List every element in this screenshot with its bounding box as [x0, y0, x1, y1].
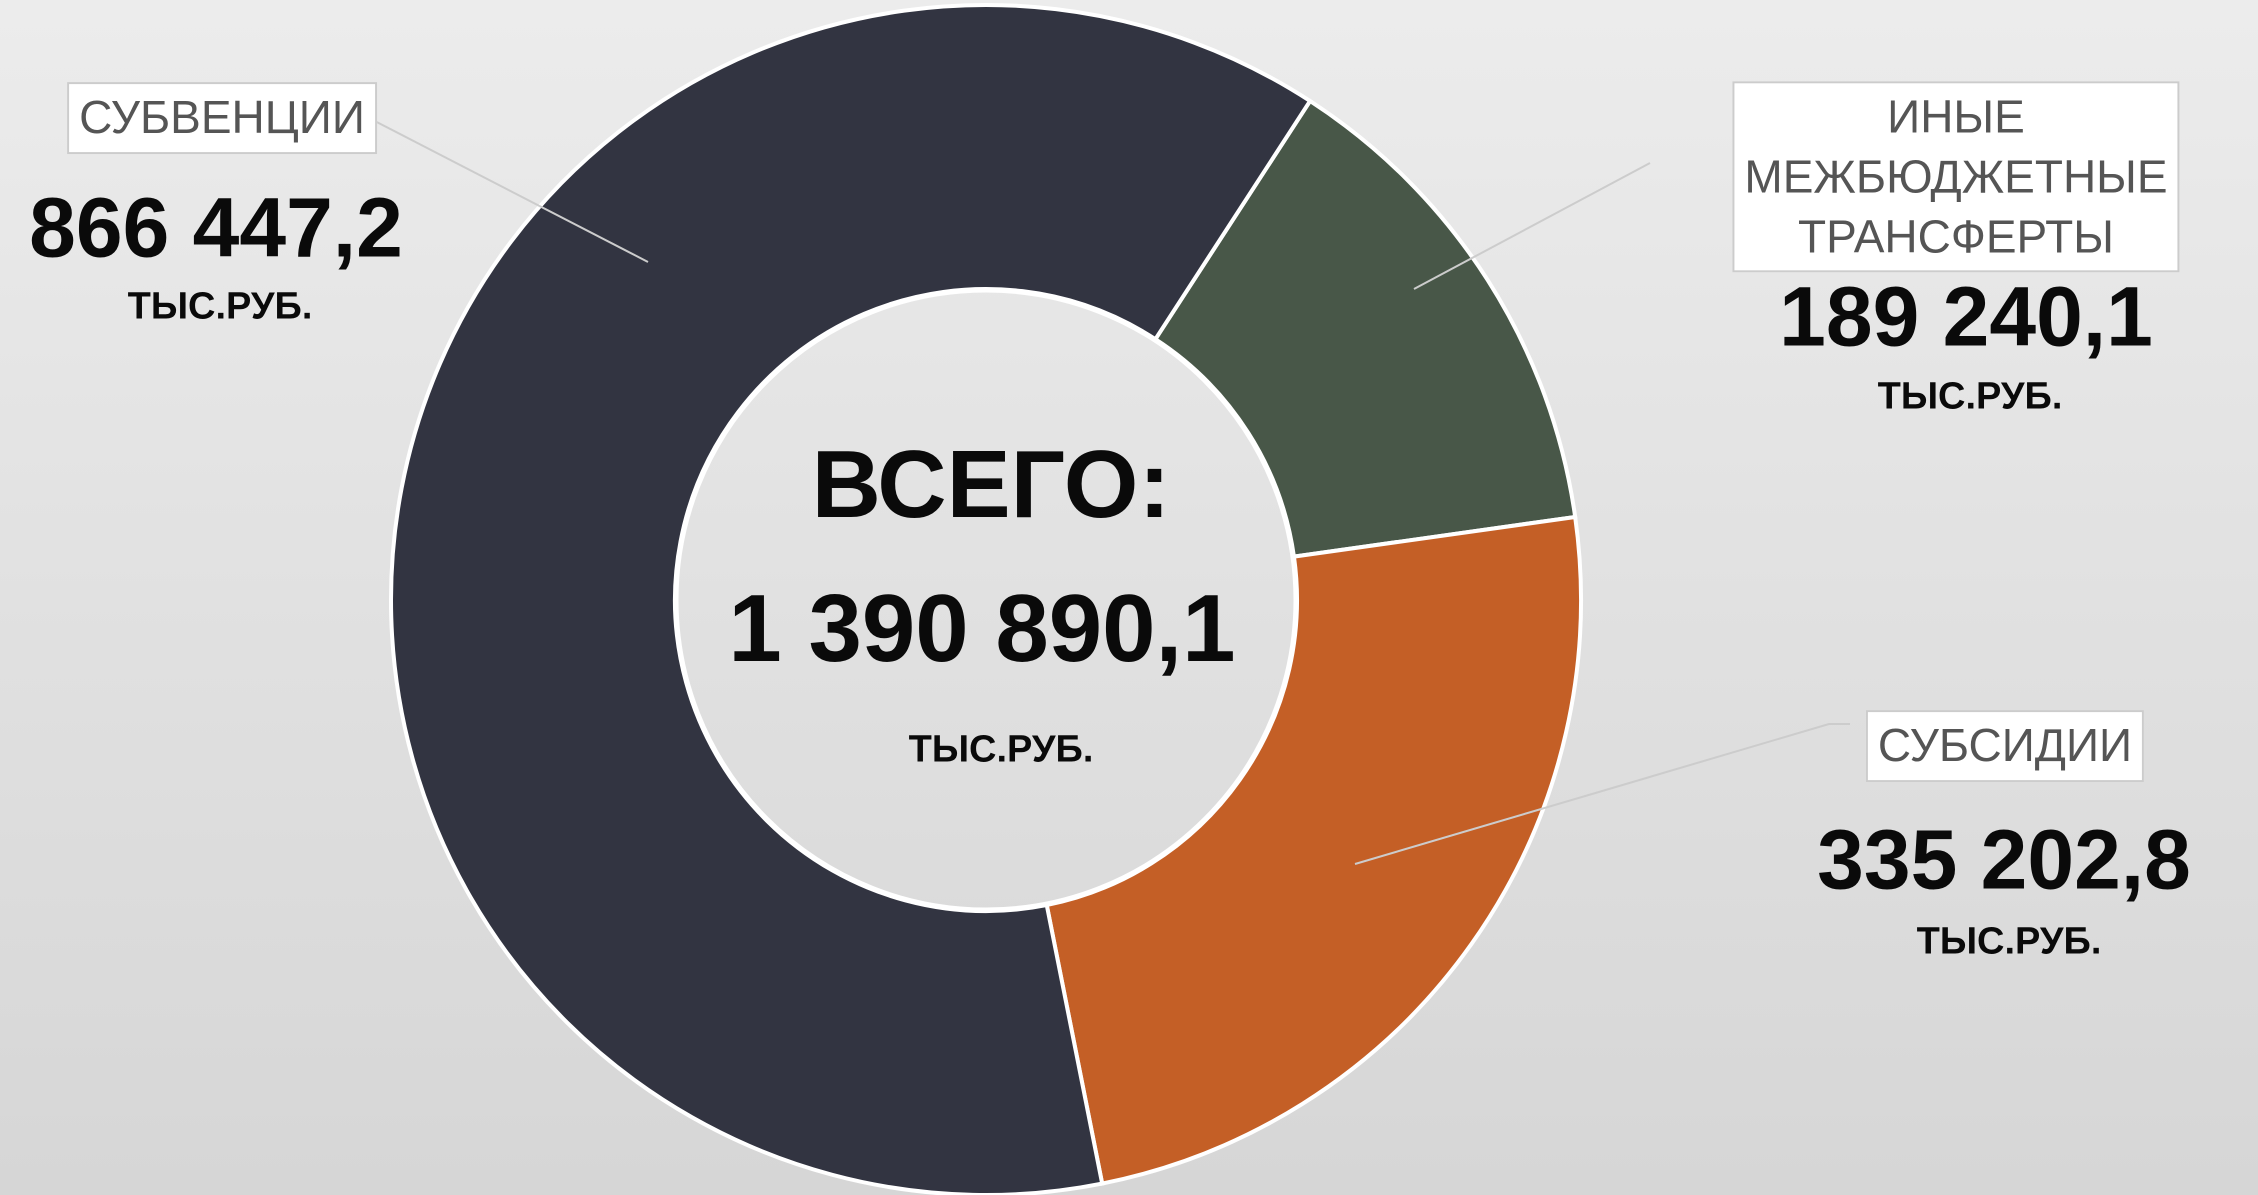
- unit-label: ТЫС.РУБ.: [127, 285, 313, 328]
- category-label: ИНЫЕ МЕЖБЮДЖЕТНЫЕ ТРАНСФЕРТЫ: [1732, 81, 2180, 273]
- total-value: 1 390 890,1: [728, 575, 1236, 682]
- total-unit: ТЫС.РУБ.: [908, 728, 1094, 771]
- value-label: 335 202,8: [1817, 812, 2191, 907]
- donut-hole: [675, 289, 1297, 911]
- value-label: 866 447,2: [29, 180, 403, 275]
- leader-line: [1354, 723, 1850, 865]
- leader-line: [1413, 162, 1651, 290]
- value-label: 189 240,1: [1779, 269, 2153, 364]
- donut-slice: [1044, 514, 1583, 1186]
- category-label: СУБВЕНЦИИ: [67, 82, 377, 154]
- unit-label: ТЫС.РУБ.: [1916, 920, 2102, 963]
- donut-slice: [1152, 98, 1578, 559]
- leader-line: [368, 117, 649, 263]
- unit-label: ТЫС.РУБ.: [1877, 375, 2063, 418]
- donut-slice: [389, 3, 1313, 1195]
- center-title: ВСЕГО:: [811, 431, 1171, 538]
- category-label: СУБСИДИИ: [1865, 710, 2145, 782]
